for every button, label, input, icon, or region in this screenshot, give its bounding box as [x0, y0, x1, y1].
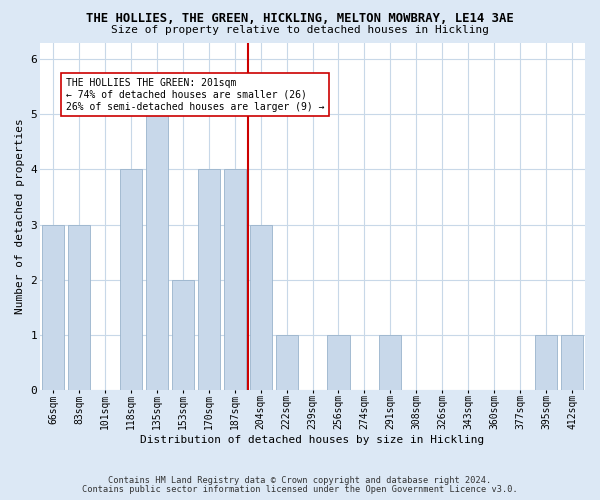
Bar	[172, 280, 194, 390]
Text: THE HOLLIES THE GREEN: 201sqm
← 74% of detached houses are smaller (26)
26% of s: THE HOLLIES THE GREEN: 201sqm ← 74% of d…	[66, 78, 325, 112]
Bar	[120, 170, 142, 390]
Text: Size of property relative to detached houses in Hickling: Size of property relative to detached ho…	[111, 25, 489, 35]
Bar	[535, 335, 557, 390]
Bar	[379, 335, 401, 390]
Bar	[42, 224, 64, 390]
Y-axis label: Number of detached properties: Number of detached properties	[15, 118, 25, 314]
Bar	[561, 335, 583, 390]
Bar	[250, 224, 272, 390]
Text: Contains public sector information licensed under the Open Government Licence v3: Contains public sector information licen…	[82, 485, 518, 494]
Bar	[328, 335, 350, 390]
Bar	[68, 224, 90, 390]
Bar	[275, 335, 298, 390]
Text: Contains HM Land Registry data © Crown copyright and database right 2024.: Contains HM Land Registry data © Crown c…	[109, 476, 491, 485]
X-axis label: Distribution of detached houses by size in Hickling: Distribution of detached houses by size …	[140, 435, 485, 445]
Bar	[146, 114, 168, 390]
Bar	[198, 170, 220, 390]
Text: THE HOLLIES, THE GREEN, HICKLING, MELTON MOWBRAY, LE14 3AE: THE HOLLIES, THE GREEN, HICKLING, MELTON…	[86, 12, 514, 26]
Bar	[224, 170, 246, 390]
